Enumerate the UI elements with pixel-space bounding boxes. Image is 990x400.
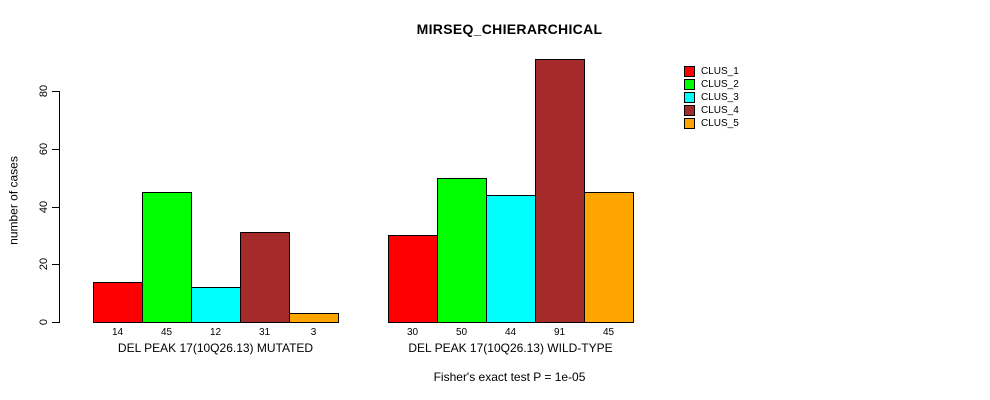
bar-value-label: 44 <box>504 327 517 338</box>
y-axis-tick <box>52 322 59 323</box>
bar-value-label: 45 <box>602 327 615 338</box>
bar-clus_5 <box>289 313 339 323</box>
legend-swatch-clus_5 <box>684 118 695 129</box>
y-axis-tick <box>52 207 59 208</box>
y-tick-label: 40 <box>38 200 50 214</box>
annotation-text: Fisher's exact test P = 1e-05 <box>433 370 586 384</box>
bar-value-label: 3 <box>310 327 317 338</box>
legend-label: CLUS_1 <box>701 66 739 77</box>
bar-clus_2 <box>437 178 487 323</box>
y-tick-label: 0 <box>38 318 50 326</box>
legend-swatch-clus_2 <box>684 79 695 90</box>
y-tick-label: 60 <box>38 142 50 156</box>
y-axis-label: number of cases <box>6 156 21 245</box>
group-label: DEL PEAK 17(10Q26.13) MUTATED <box>117 341 314 355</box>
y-tick-label: 80 <box>38 84 50 98</box>
bar-value-label: 30 <box>406 327 419 338</box>
group-label: DEL PEAK 17(10Q26.13) WILD-TYPE <box>408 341 613 355</box>
y-axis-tick <box>52 264 59 265</box>
bar-clus_1 <box>93 282 143 323</box>
bar-value-label: 50 <box>455 327 468 338</box>
legend-item-clus_1: CLUS_1 <box>684 65 784 78</box>
bar-value-label: 31 <box>258 327 271 338</box>
bar-clus_3 <box>486 195 536 323</box>
legend: CLUS_1 CLUS_2 CLUS_3 CLUS_4 CLUS_5 <box>684 65 784 130</box>
bar-clus_4 <box>240 232 290 323</box>
bar-clus_4 <box>535 59 585 323</box>
y-axis-line <box>59 91 60 323</box>
legend-item-clus_3: CLUS_3 <box>684 91 784 104</box>
legend-label: CLUS_4 <box>701 105 739 116</box>
legend-swatch-clus_3 <box>684 92 695 103</box>
bar-value-label: 91 <box>553 327 566 338</box>
chart-title: MIRSEQ_CHIERARCHICAL <box>416 21 603 37</box>
y-tick-label: 20 <box>38 257 50 271</box>
legend-swatch-clus_1 <box>684 66 695 77</box>
legend-item-clus_4: CLUS_4 <box>684 104 784 117</box>
legend-item-clus_2: CLUS_2 <box>684 78 784 91</box>
legend-label: CLUS_3 <box>701 92 739 103</box>
y-axis-tick <box>52 91 59 92</box>
bar-clus_3 <box>191 287 241 323</box>
y-axis-tick <box>52 149 59 150</box>
legend-swatch-clus_4 <box>684 105 695 116</box>
bar-value-label: 45 <box>160 327 173 338</box>
bar-value-label: 12 <box>209 327 222 338</box>
bar-clus_5 <box>584 192 634 323</box>
legend-label: CLUS_2 <box>701 79 739 90</box>
legend-label: CLUS_5 <box>701 118 739 129</box>
bar-clus_1 <box>388 235 438 323</box>
bar-value-label: 14 <box>111 327 124 338</box>
bar-clus_2 <box>142 192 192 323</box>
legend-item-clus_5: CLUS_5 <box>684 117 784 130</box>
